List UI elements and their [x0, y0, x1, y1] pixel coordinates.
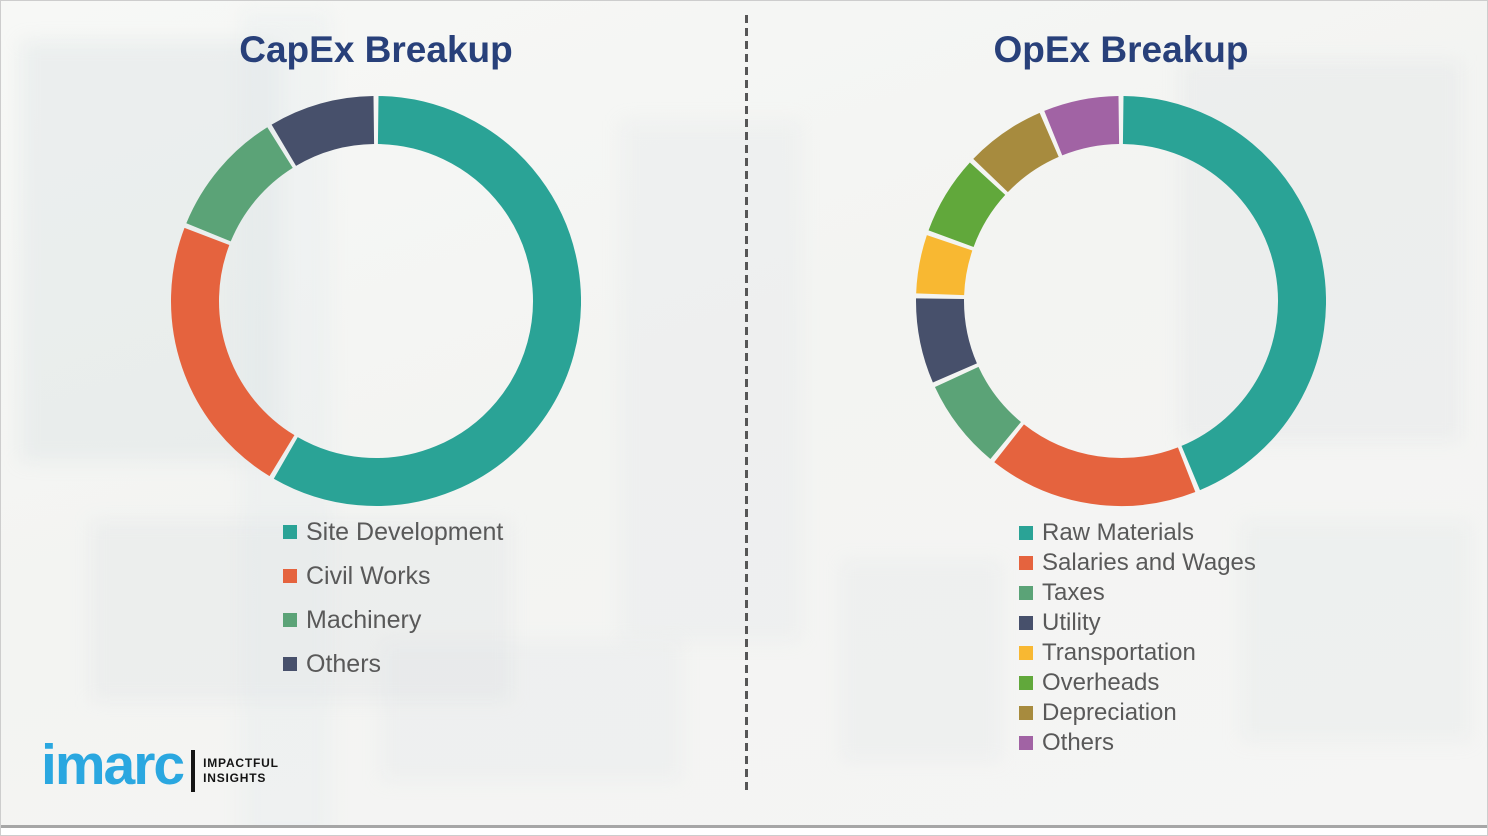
- legend-swatch-others: [283, 657, 297, 671]
- legend-swatch-utility: [1019, 616, 1033, 630]
- legend-item-raw-materials: Raw Materials: [1019, 518, 1256, 548]
- legend-item-others: Others: [1019, 728, 1256, 758]
- legend-label: Site Development: [306, 517, 504, 546]
- capex-chart-title: CapEx Breakup: [239, 29, 513, 70]
- donut-segment-taxes: [934, 366, 1022, 459]
- legend-swatch-machinery: [283, 613, 297, 627]
- capex-legend: Site Development Civil Works Machinery Othe…: [283, 510, 503, 686]
- tagline-line-1: IMPACTFUL: [203, 755, 279, 770]
- donut-segment-depreciation: [973, 112, 1060, 193]
- legend-label: Machinery: [306, 605, 422, 634]
- legend-swatch-overheads: [1019, 676, 1033, 690]
- imarc-wordmark: imarc: [41, 733, 185, 797]
- legend-swatch-depreciation: [1019, 706, 1033, 720]
- legend-item-site-development: Site Development: [283, 510, 503, 554]
- legend-label: Raw Materials: [1042, 519, 1195, 546]
- legend-item-taxes: Taxes: [1019, 578, 1256, 608]
- legend-swatch-others: [1019, 736, 1033, 750]
- donut-segment-others: [1044, 96, 1120, 156]
- section-divider-dashed-line: [745, 15, 748, 793]
- donut-segment-machinery: [186, 127, 294, 242]
- legend-item-machinery: Machinery: [283, 598, 503, 642]
- opex-legend: Raw Materials Salaries and Wages Taxes Util…: [1019, 518, 1256, 758]
- logo-tagline: IMPACTFUL INSIGHTS: [203, 756, 279, 786]
- legend-swatch-civil-works: [283, 569, 297, 583]
- donut-segment-others: [271, 96, 375, 167]
- capex-donut-chart: [171, 96, 581, 506]
- legend-swatch-salaries-and-wages: [1019, 556, 1033, 570]
- legend-label: Others: [1042, 729, 1115, 756]
- legend-item-utility: Utility: [1019, 608, 1256, 638]
- legend-swatch-taxes: [1019, 586, 1033, 600]
- legend-label: Taxes: [1042, 579, 1105, 606]
- donut-segment-site-development: [273, 96, 581, 506]
- legend-label: Depreciation: [1042, 699, 1177, 726]
- legend-item-transportation: Transportation: [1019, 638, 1256, 668]
- legend-swatch-raw-materials: [1019, 526, 1033, 540]
- legend-label: Utility: [1042, 609, 1101, 636]
- legend-label: Overheads: [1042, 669, 1160, 696]
- legend-label: Transportation: [1042, 639, 1196, 666]
- bottom-border-line: [1, 825, 1487, 828]
- legend-item-depreciation: Depreciation: [1019, 698, 1256, 728]
- legend-item-salaries-and-wages: Salaries and Wages: [1019, 548, 1256, 578]
- donut-segment-overheads: [928, 162, 1006, 248]
- donut-segment-salaries-and-wages: [994, 424, 1196, 506]
- donut-segment-raw-materials: [1122, 96, 1326, 491]
- legend-item-overheads: Overheads: [1019, 668, 1256, 698]
- legend-label: Civil Works: [306, 561, 431, 590]
- legend-label: Others: [306, 649, 382, 678]
- logo-divider-bar: [191, 749, 196, 792]
- imarc-logo: imarc IMPACTFUL INSIGHTS: [41, 737, 279, 794]
- legend-swatch-site-development: [283, 525, 297, 539]
- legend-label: Salaries and Wages: [1042, 549, 1256, 576]
- donut-segment-transportation: [916, 235, 973, 296]
- legend-item-civil-works: Civil Works: [283, 554, 503, 598]
- legend-item-others: Others: [283, 642, 503, 686]
- opex-donut-chart: [916, 96, 1326, 506]
- donut-segment-civil-works: [171, 227, 295, 477]
- tagline-line-2: INSIGHTS: [203, 770, 267, 785]
- opex-chart-title: OpEx Breakup: [993, 29, 1249, 70]
- legend-swatch-transportation: [1019, 646, 1033, 660]
- donut-segment-utility: [916, 298, 978, 383]
